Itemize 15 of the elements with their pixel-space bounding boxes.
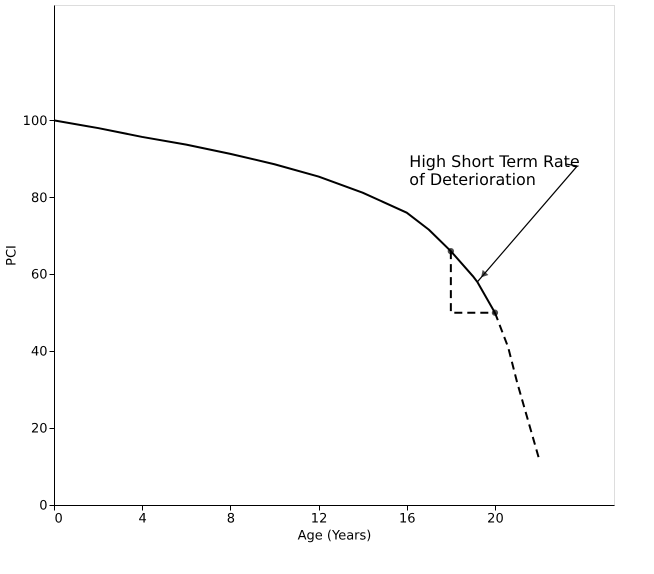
y-tick-label: 80 xyxy=(30,190,48,206)
x-tick-label: 8 xyxy=(226,512,236,526)
y-tick-label: 100 xyxy=(22,114,48,129)
x-tick-label: 4 xyxy=(138,512,147,526)
x-tick-label: 12 xyxy=(310,512,328,526)
x-tick-label: 0 xyxy=(54,512,63,526)
y-tick-label: 20 xyxy=(30,422,48,437)
x-tick-label: 20 xyxy=(487,512,504,526)
y-axis-title: PCI xyxy=(4,245,20,266)
x-axis-title: Age (Years) xyxy=(298,528,372,544)
y-tick-label: 40 xyxy=(30,344,48,360)
y-tick-label: 60 xyxy=(30,268,48,283)
annotation: High Short Term Rate of Deterioration xyxy=(409,152,580,189)
y-tick-label: 0 xyxy=(39,498,48,514)
x-tick-label: 16 xyxy=(398,512,416,526)
